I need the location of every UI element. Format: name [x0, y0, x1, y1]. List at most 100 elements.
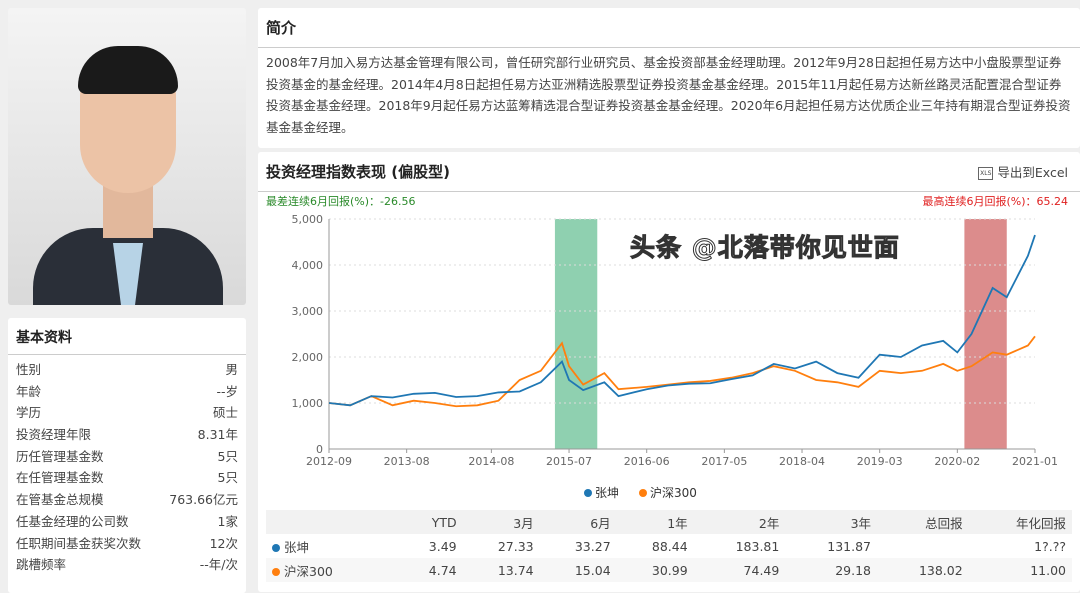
- y-tick-label: 2,000: [292, 351, 324, 364]
- profile-value: --年/次: [199, 557, 238, 573]
- profile-label: 性别: [16, 362, 42, 377]
- series-dot-icon: [272, 567, 280, 576]
- profile-value: 5只: [217, 470, 238, 486]
- x-tick-label: 2016-06: [624, 455, 670, 468]
- x-tick-label: 2018-04: [779, 455, 825, 468]
- basic-info-title: 基本资料: [8, 318, 246, 355]
- return-cell: 30.99: [651, 562, 688, 578]
- profile-row: 学历 硕士: [8, 402, 246, 424]
- profile-label: 任基金经理的公司数: [16, 513, 129, 529]
- table-header: 年化回报: [968, 510, 1072, 534]
- performance-panel: 投资经理指数表现 (偏股型) XLS 导出到Excel 最差连续6月回报(%)：-…: [258, 152, 1080, 592]
- profile-value: 8.31年: [197, 427, 238, 443]
- series-line-1: [328, 335, 1036, 408]
- returns-table: YTD 3月 6月 1年 2年 3年 总回报 年化回报张坤 3.49 27.33 33.27 88.4…: [266, 510, 1072, 582]
- table-row: 张坤 3.49 27.33 33.27 88.44 183.81 131.87 1?.??: [266, 534, 1072, 558]
- return-cell: 88.44: [651, 538, 688, 554]
- legend-dot-icon: [639, 489, 647, 497]
- profile-row: 跳槽频率 --年/次: [8, 554, 246, 576]
- y-tick-label: 1,000: [292, 397, 324, 410]
- return-cell: 131.87: [827, 538, 872, 554]
- x-tick-label: 2021-01: [1012, 455, 1058, 468]
- profile-label: 历任管理基金数: [16, 448, 104, 464]
- best-6m-return: 最高连续6月回报(%)：65.24: [922, 195, 1068, 208]
- worst-6m-return: 最差连续6月回报(%)：-26.56: [266, 195, 416, 208]
- return-cell: 33.27: [574, 538, 611, 554]
- series-name-cell: 张坤: [266, 534, 400, 558]
- table-header: 3月: [462, 510, 540, 534]
- return-cell: 11.00: [1030, 562, 1066, 578]
- basic-info-panel: 基本资料 性别男年龄 --岁 学历 硕士 投资经理年限 8.31年 历任管理基金数 5只 在任管…: [8, 318, 246, 593]
- table-header: YTD: [400, 510, 463, 534]
- performance-chart: 0 1,000 2,000 3,000 4,000 5,000 2012-09 2013-08…: [292, 213, 1058, 500]
- profile-label: 跳槽频率: [16, 557, 67, 573]
- series-line-0: [328, 234, 1036, 407]
- profile-value: 5只: [217, 448, 238, 464]
- highlight-band: [554, 219, 598, 449]
- table-header: 1年: [616, 510, 694, 534]
- intro-panel: 简介 2008年7月加入易方达基金管理有限公司，曾任研究部行业研究员、基金投资部…: [258, 8, 1080, 148]
- table-header: 3年: [785, 510, 878, 534]
- table-header: 6月: [539, 510, 617, 534]
- return-cell: 13.74: [497, 562, 534, 578]
- y-tick-label: 0: [316, 443, 323, 456]
- table-header: [266, 510, 401, 534]
- return-cell: 29.18: [835, 562, 872, 578]
- table-row: 沪深300 4.74 13.74 15.04 30.99 74.49 29.18 138.02…: [266, 558, 1072, 582]
- export-label: 导出到Excel: [997, 165, 1068, 180]
- x-tick-label: 2019-03: [857, 455, 903, 468]
- x-tick-label: 2020-02: [934, 455, 980, 468]
- profile-value: 男: [225, 362, 238, 377]
- table-header: 2年: [693, 510, 786, 534]
- legend-dot-icon: [584, 489, 592, 497]
- x-tick-label: 2014-08: [468, 455, 514, 468]
- return-cell: 27.33: [497, 538, 534, 554]
- y-tick-label: 4,000: [292, 259, 324, 272]
- return-cell: 183.81: [735, 538, 780, 554]
- x-tick-label: 2017-05: [701, 455, 747, 468]
- intro-text: 2008年7月加入易方达基金管理有限公司，曾任研究部行业研究员、基金投资部基金经…: [266, 55, 1071, 135]
- y-tick-label: 5,000: [292, 213, 324, 226]
- profile-row: 年龄 --岁: [8, 381, 246, 403]
- series-name-cell: 沪深300: [266, 558, 400, 582]
- profile-row: 任职期间基金获奖次数 12次: [8, 533, 246, 555]
- profile-row: 性别 男: [8, 359, 246, 381]
- return-cell: 3.49: [428, 538, 457, 554]
- profile-row: 任基金经理的公司数 1家: [8, 511, 246, 533]
- watermark: 头条 @北落带你见世面: [630, 233, 900, 263]
- x-tick-label: 2012-09: [306, 455, 352, 468]
- profile-label: 在管基金总规模: [16, 492, 104, 508]
- intro-title: 简介: [258, 8, 1080, 48]
- profile-value: 硕士: [212, 405, 238, 421]
- series-name: 张坤: [284, 539, 310, 555]
- legend-label: 沪深300: [650, 486, 697, 500]
- series-dot-icon: [272, 543, 280, 552]
- return-cell: 138.02: [918, 562, 963, 578]
- profile-value: 763.66亿元: [169, 492, 238, 508]
- return-cell: 4.74: [428, 562, 457, 578]
- return-cell: [877, 534, 969, 558]
- profile-label: 任职期间基金获奖次数: [16, 535, 142, 551]
- x-tick-label: 2013-08: [384, 455, 430, 468]
- table-header: 总回报: [877, 510, 969, 534]
- profile-row: 投资经理年限 8.31年: [8, 424, 246, 446]
- profile-value: 12次: [209, 535, 238, 551]
- xls-file-icon: XLS: [978, 167, 994, 180]
- y-tick-label: 3,000: [292, 305, 324, 318]
- return-cell: 15.04: [574, 562, 611, 578]
- return-cell: 74.49: [743, 562, 780, 578]
- profile-value: --岁: [216, 383, 238, 399]
- export-excel-button[interactable]: XLS 导出到Excel: [978, 162, 1068, 181]
- profile-row: 在任管理基金数 5只: [8, 467, 246, 489]
- performance-title: 投资经理指数表现 (偏股型): [258, 152, 1080, 192]
- legend-label: 张坤: [595, 485, 619, 500]
- x-tick-label: 2015-07: [546, 455, 592, 468]
- return-cell: 1?.??: [1034, 538, 1066, 554]
- profile-label: 在任管理基金数: [16, 470, 104, 486]
- manager-photo: [8, 8, 246, 305]
- profile-label: 学历: [16, 405, 42, 421]
- profile-label: 年龄: [16, 383, 42, 399]
- profile-value: 1家: [217, 513, 238, 529]
- profile-label: 投资经理年限: [16, 427, 92, 443]
- series-name: 沪深300: [284, 563, 333, 579]
